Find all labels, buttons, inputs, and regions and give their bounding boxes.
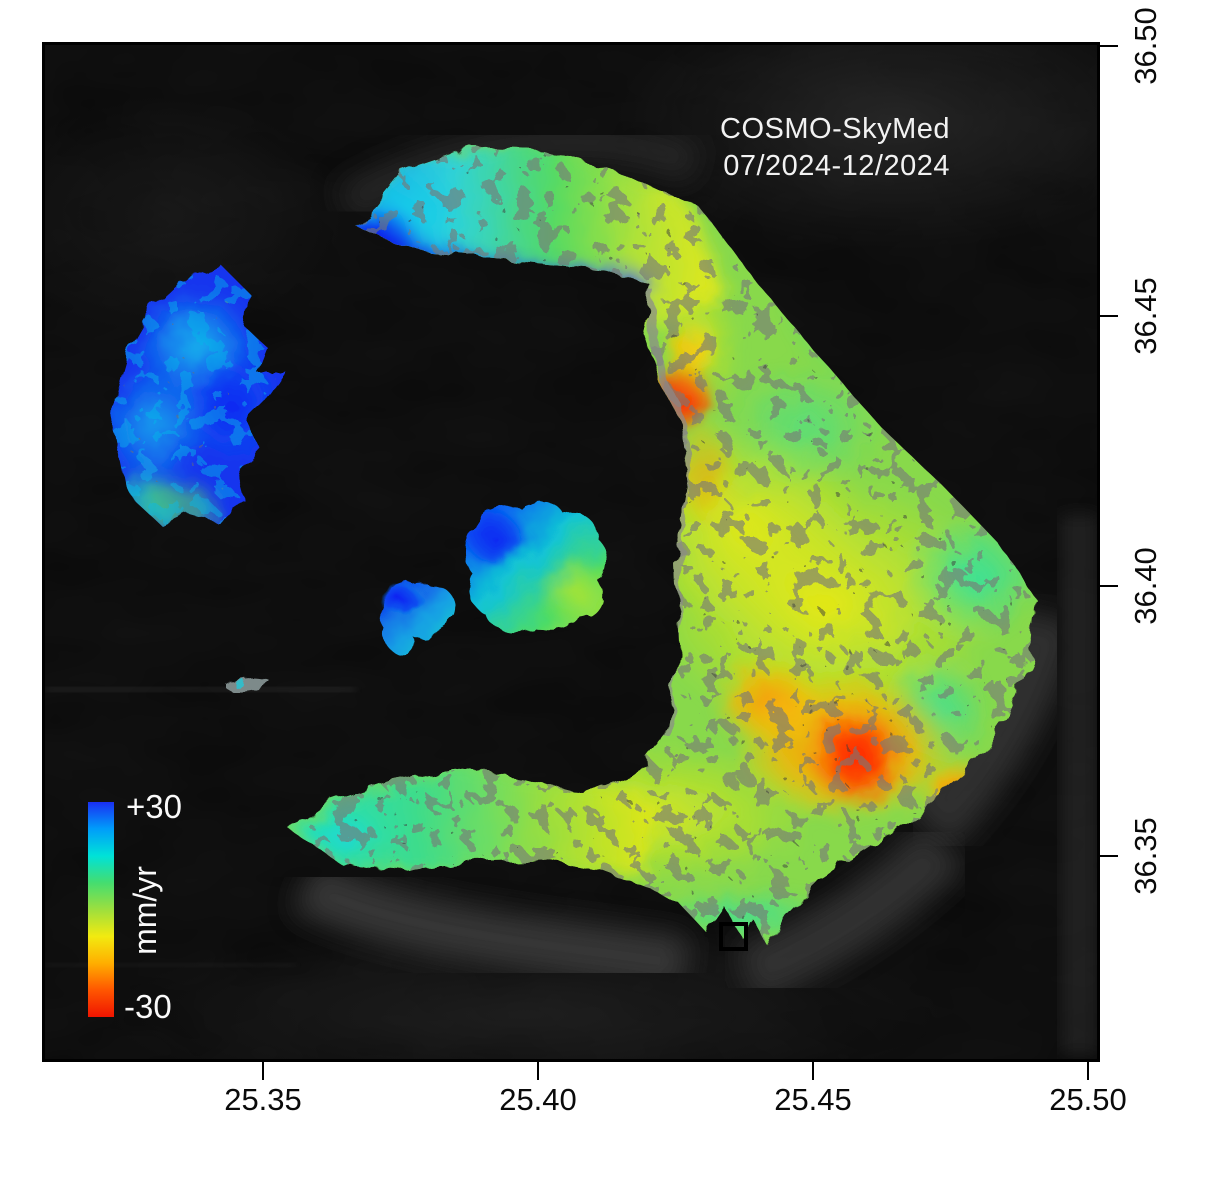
sea-streak (45, 687, 355, 692)
colorbar-max-label: +30 (126, 788, 182, 825)
x-tick-label: 25.50 (1049, 1082, 1127, 1117)
x-axis-tick (1087, 1062, 1089, 1080)
y-tick-label-wrap: 36.40 (1104, 526, 1188, 646)
sea-band-right (1061, 515, 1097, 1055)
y-tick-label-wrap: 36.35 (1104, 796, 1188, 916)
insar-map (45, 45, 1097, 1059)
y-tick-label: 36.45 (1127, 277, 1163, 355)
x-tick-label: 25.35 (224, 1082, 302, 1117)
colorbar-gradient (88, 802, 114, 1017)
sea-streak (45, 963, 295, 967)
y-tick-label-wrap: 36.45 (1104, 256, 1188, 376)
y-tick-label-wrap: 36.50 (1104, 0, 1188, 106)
y-tick-label: 36.50 (1127, 7, 1163, 85)
roi-box (719, 922, 748, 951)
map-title-line1: COSMO-SkyMed (720, 113, 950, 145)
colorbar-min-label: -30 (124, 988, 172, 1025)
y-axis-tick (1100, 585, 1118, 587)
sea-light-smudge-topright (615, 45, 1097, 250)
underwater-shelf (900, 606, 1079, 850)
y-tick-label: 36.35 (1127, 817, 1163, 895)
x-tick-label: 25.45 (774, 1082, 852, 1117)
island-nea-kameni (465, 502, 606, 632)
x-tick-label: 25.40 (499, 1082, 577, 1117)
x-axis-tick (537, 1062, 539, 1080)
underwater-shelf (734, 823, 967, 1004)
map-title: COSMO-SkyMed 07/2024-12/2024 (720, 111, 950, 185)
map-title-line2: 07/2024-12/2024 (723, 150, 950, 182)
y-tick-label: 36.40 (1127, 547, 1163, 625)
island-aspronisi (225, 675, 270, 691)
y-axis-tick (1100, 315, 1118, 317)
sea-light-smudge-bottom (105, 925, 945, 1059)
x-axis-tick (812, 1062, 814, 1080)
y-axis-tick (1100, 45, 1118, 47)
underwater-shelf (292, 860, 690, 993)
colorbar-unit-label: mm/yr (126, 865, 163, 955)
y-axis-tick (1100, 855, 1118, 857)
colorbar-unit-wrap: mm/yr (100, 840, 190, 980)
x-axis-tick (262, 1062, 264, 1080)
map-plot-area: COSMO-SkyMed 07/2024-12/2024 (42, 42, 1100, 1062)
island-palea-kameni (378, 582, 457, 656)
